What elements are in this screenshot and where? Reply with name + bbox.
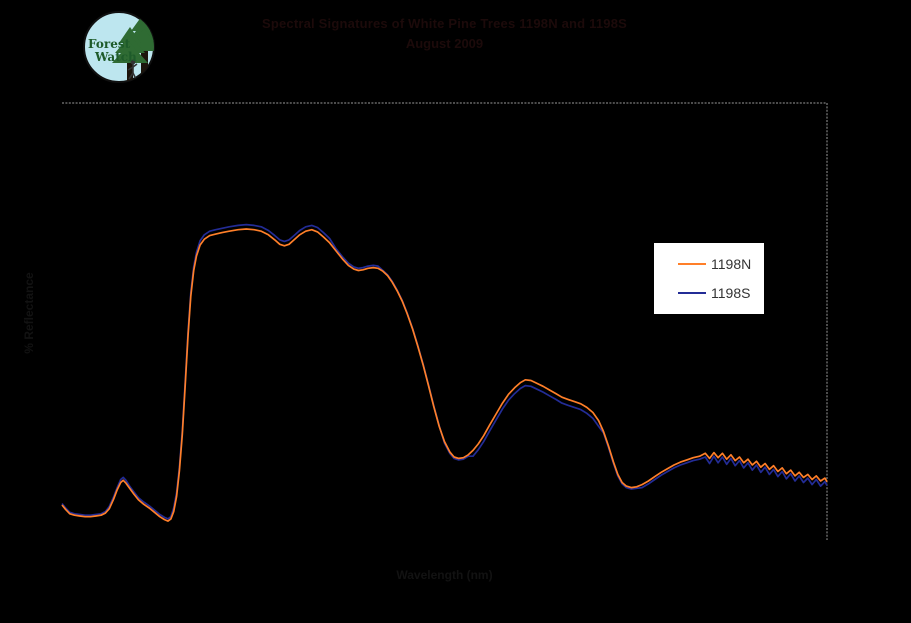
legend-row-1198s: 1198S xyxy=(654,285,764,301)
legend-line-swatch-1198s xyxy=(678,292,706,294)
series-line-1198n xyxy=(61,228,828,522)
legend-label-1198s: 1198S xyxy=(711,285,751,301)
chart-title-line1: Spectral Signatures of White Pine Trees … xyxy=(261,16,628,31)
x-axis-label: Wavelength (nm) xyxy=(396,568,493,582)
chart-title-line2: August 2009 xyxy=(405,36,484,51)
chart-title-block: Spectral Signatures of White Pine Trees … xyxy=(62,16,827,51)
logo-text-watch: Watch xyxy=(94,50,137,64)
legend-row-1198n: 1198N xyxy=(654,256,764,272)
forest-watch-logo: Forest Watch xyxy=(83,11,155,83)
legend: 1198N 1198S xyxy=(654,243,764,314)
y-axis-label: % Reflectance xyxy=(22,272,36,354)
legend-line-swatch-1198n xyxy=(678,263,706,265)
legend-label-1198n: 1198N xyxy=(711,256,752,272)
logo-text-forest: Forest xyxy=(88,37,131,51)
person-icon xyxy=(127,59,138,80)
